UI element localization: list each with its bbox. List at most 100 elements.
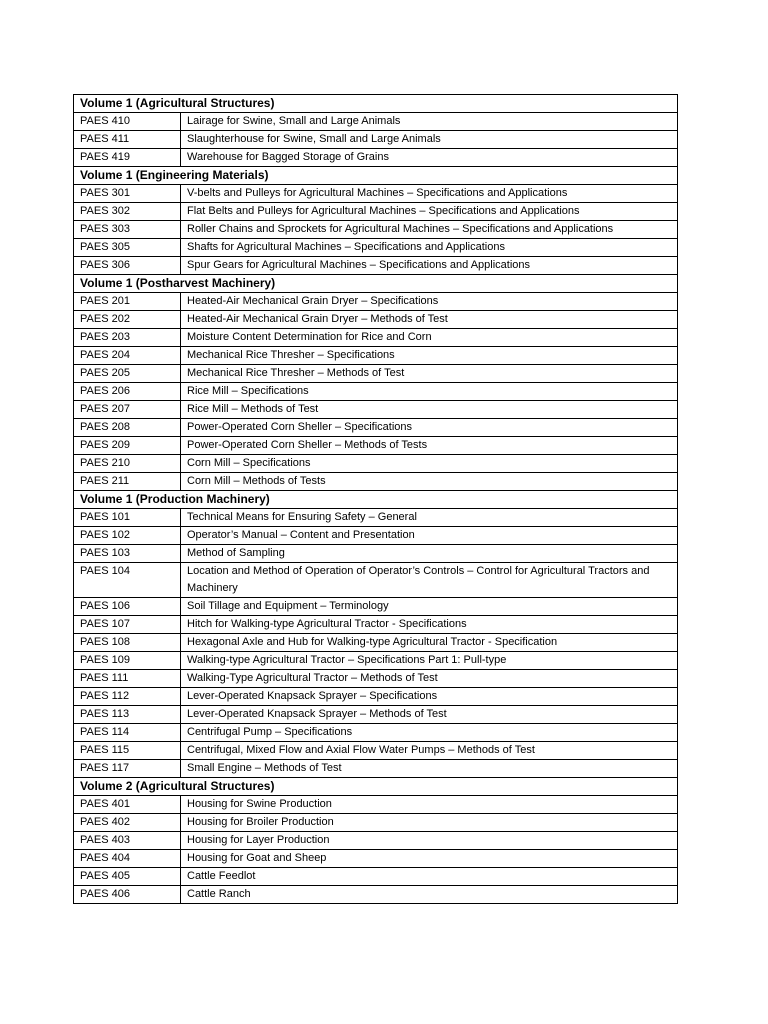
standard-row: PAES 302 Flat Belts and Pulleys for Agric… bbox=[73, 202, 678, 221]
standard-row: PAES 102 Operator’s Manual – Content and … bbox=[73, 526, 678, 545]
standard-code: PAES 306 bbox=[73, 256, 181, 275]
standard-row: PAES 410 Lairage for Swine, Small and Lar… bbox=[73, 112, 678, 131]
standard-title: Housing for Layer Production bbox=[180, 831, 678, 850]
standard-row: PAES 419 Warehouse for Bagged Storage of … bbox=[73, 148, 678, 167]
standards-table: Volume 1 (Agricultural Structures) PAES 4… bbox=[73, 94, 678, 904]
standard-code: PAES 205 bbox=[73, 364, 181, 383]
standard-row: PAES 207 Rice Mill – Methods of Test bbox=[73, 400, 678, 419]
standard-row: PAES 201 Heated-Air Mechanical Grain Drye… bbox=[73, 292, 678, 311]
standard-row: PAES 204 Mechanical Rice Thresher – Speci… bbox=[73, 346, 678, 365]
standard-title: Soil Tillage and Equipment – Terminology bbox=[180, 597, 678, 616]
standard-row: PAES 101 Technical Means for Ensuring Saf… bbox=[73, 508, 678, 527]
standard-title: Moisture Content Determination for Rice … bbox=[180, 328, 678, 347]
standard-title: Centrifugal, Mixed Flow and Axial Flow W… bbox=[180, 741, 678, 760]
standard-row: PAES 205 Mechanical Rice Thresher – Metho… bbox=[73, 364, 678, 383]
standard-row: PAES 405 Cattle Feedlot bbox=[73, 867, 678, 886]
standard-title: Heated-Air Mechanical Grain Dryer – Meth… bbox=[180, 310, 678, 329]
standard-title: Housing for Broiler Production bbox=[180, 813, 678, 832]
standard-title: Lairage for Swine, Small and Large Anima… bbox=[180, 112, 678, 131]
standard-title: Hexagonal Axle and Hub for Walking-type … bbox=[180, 633, 678, 652]
standard-row: PAES 103 Method of Sampling bbox=[73, 544, 678, 563]
standard-row: PAES 117 Small Engine – Methods of Test bbox=[73, 759, 678, 778]
standard-title: Corn Mill – Methods of Tests bbox=[180, 472, 678, 491]
standard-title: Cattle Feedlot bbox=[180, 867, 678, 886]
standard-code: PAES 403 bbox=[73, 831, 181, 850]
standard-row: PAES 411 Slaughterhouse for Swine, Small … bbox=[73, 130, 678, 149]
standard-title: Operator’s Manual – Content and Presenta… bbox=[180, 526, 678, 545]
standard-code: PAES 113 bbox=[73, 705, 181, 724]
standard-row: PAES 402 Housing for Broiler Production bbox=[73, 813, 678, 832]
standard-row: PAES 104 Location and Method of Operation… bbox=[73, 562, 678, 598]
standard-code: PAES 404 bbox=[73, 849, 181, 868]
standard-code: PAES 406 bbox=[73, 885, 181, 904]
standard-code: PAES 401 bbox=[73, 795, 181, 814]
standard-row: PAES 403 Housing for Layer Production bbox=[73, 831, 678, 850]
standard-row: PAES 206 Rice Mill – Specifications bbox=[73, 382, 678, 401]
standard-row: PAES 112 Lever-Operated Knapsack Sprayer … bbox=[73, 687, 678, 706]
standard-code: PAES 108 bbox=[73, 633, 181, 652]
standard-title: Mechanical Rice Thresher – Methods of Te… bbox=[180, 364, 678, 383]
standard-code: PAES 211 bbox=[73, 472, 181, 491]
standard-code: PAES 303 bbox=[73, 220, 181, 239]
standard-title: Location and Method of Operation of Oper… bbox=[180, 562, 678, 598]
section-row: Volume 1 (Production Machinery) bbox=[73, 490, 678, 509]
standard-title: Technical Means for Ensuring Safety – Ge… bbox=[180, 508, 678, 527]
standard-code: PAES 101 bbox=[73, 508, 181, 527]
standard-title: Heated-Air Mechanical Grain Dryer – Spec… bbox=[180, 292, 678, 311]
standard-row: PAES 209 Power-Operated Corn Sheller – Me… bbox=[73, 436, 678, 455]
standard-code: PAES 411 bbox=[73, 130, 181, 149]
standard-title: Rice Mill – Specifications bbox=[180, 382, 678, 401]
standard-title: Cattle Ranch bbox=[180, 885, 678, 904]
standard-code: PAES 210 bbox=[73, 454, 181, 473]
section-row: Volume 1 (Agricultural Structures) bbox=[73, 94, 678, 113]
standard-code: PAES 104 bbox=[73, 562, 181, 598]
standard-title: Small Engine – Methods of Test bbox=[180, 759, 678, 778]
standard-code: PAES 115 bbox=[73, 741, 181, 760]
standard-row: PAES 305 Shafts for Agricultural Machines… bbox=[73, 238, 678, 257]
standard-code: PAES 203 bbox=[73, 328, 181, 347]
standard-row: PAES 115 Centrifugal, Mixed Flow and Axia… bbox=[73, 741, 678, 760]
standard-row: PAES 210 Corn Mill – Specifications bbox=[73, 454, 678, 473]
standard-title: Shafts for Agricultural Machines – Speci… bbox=[180, 238, 678, 257]
standard-title: Walking-Type Agricultural Tractor – Meth… bbox=[180, 669, 678, 688]
standard-row: PAES 111 Walking-Type Agricultural Tracto… bbox=[73, 669, 678, 688]
standard-code: PAES 102 bbox=[73, 526, 181, 545]
standard-code: PAES 419 bbox=[73, 148, 181, 167]
standard-row: PAES 114 Centrifugal Pump – Specification… bbox=[73, 723, 678, 742]
section-title: Volume 1 (Engineering Materials) bbox=[73, 166, 678, 185]
standard-code: PAES 204 bbox=[73, 346, 181, 365]
standard-row: PAES 113 Lever-Operated Knapsack Sprayer … bbox=[73, 705, 678, 724]
standard-title: Spur Gears for Agricultural Machines – S… bbox=[180, 256, 678, 275]
standard-code: PAES 202 bbox=[73, 310, 181, 329]
standard-title: Walking-type Agricultural Tractor – Spec… bbox=[180, 651, 678, 670]
section-title: Volume 1 (Production Machinery) bbox=[73, 490, 678, 509]
standard-row: PAES 211 Corn Mill – Methods of Tests bbox=[73, 472, 678, 491]
standard-code: PAES 207 bbox=[73, 400, 181, 419]
standard-code: PAES 109 bbox=[73, 651, 181, 670]
standard-row: PAES 401 Housing for Swine Production bbox=[73, 795, 678, 814]
section-row: Volume 1 (Engineering Materials) bbox=[73, 166, 678, 185]
standard-code: PAES 208 bbox=[73, 418, 181, 437]
standard-row: PAES 301 V-belts and Pulleys for Agricult… bbox=[73, 184, 678, 203]
standard-row: PAES 109 Walking-type Agricultural Tracto… bbox=[73, 651, 678, 670]
standard-title: Power-Operated Corn Sheller – Specificat… bbox=[180, 418, 678, 437]
standard-title: Flat Belts and Pulleys for Agricultural … bbox=[180, 202, 678, 221]
standard-row: PAES 404 Housing for Goat and Sheep bbox=[73, 849, 678, 868]
section-row: Volume 2 (Agricultural Structures) bbox=[73, 777, 678, 796]
standard-code: PAES 112 bbox=[73, 687, 181, 706]
standard-code: PAES 201 bbox=[73, 292, 181, 311]
section-title: Volume 2 (Agricultural Structures) bbox=[73, 777, 678, 796]
standard-code: PAES 305 bbox=[73, 238, 181, 257]
standard-title: Housing for Swine Production bbox=[180, 795, 678, 814]
standard-code: PAES 402 bbox=[73, 813, 181, 832]
standard-title: Slaughterhouse for Swine, Small and Larg… bbox=[180, 130, 678, 149]
standard-code: PAES 301 bbox=[73, 184, 181, 203]
standard-row: PAES 306 Spur Gears for Agricultural Mach… bbox=[73, 256, 678, 275]
standard-code: PAES 405 bbox=[73, 867, 181, 886]
standard-row: PAES 107 Hitch for Walking-type Agricultu… bbox=[73, 615, 678, 634]
standard-title: Housing for Goat and Sheep bbox=[180, 849, 678, 868]
standard-code: PAES 114 bbox=[73, 723, 181, 742]
standard-row: PAES 208 Power-Operated Corn Sheller – Sp… bbox=[73, 418, 678, 437]
standard-title: Centrifugal Pump – Specifications bbox=[180, 723, 678, 742]
